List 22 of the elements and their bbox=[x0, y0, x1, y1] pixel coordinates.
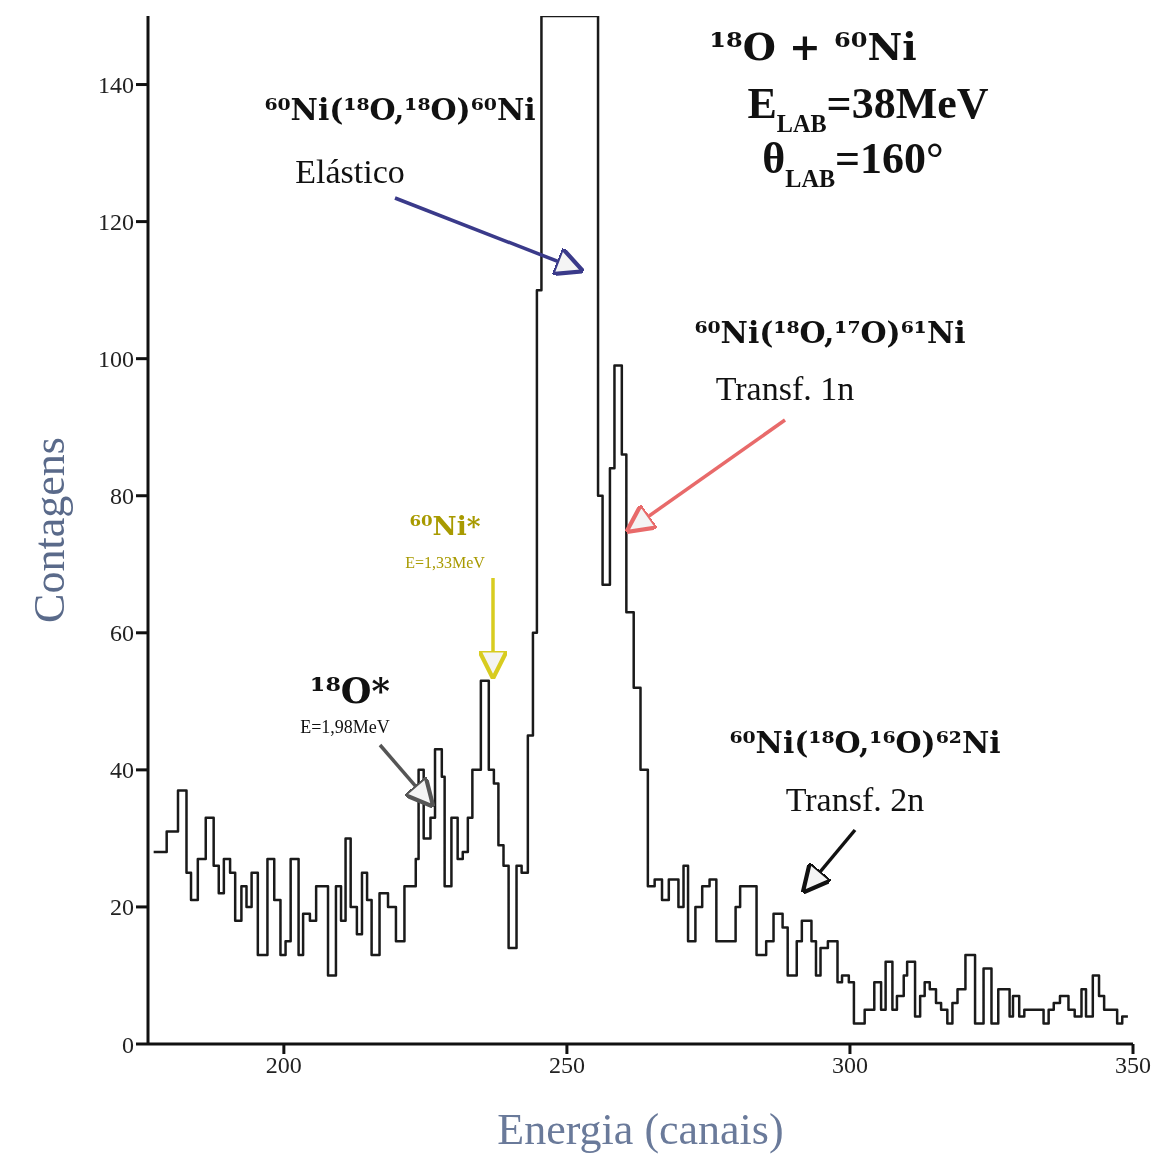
y-axis-title: Contagens bbox=[24, 437, 74, 623]
annotation: ⁶⁰Ni(¹⁸O,¹⁶O)⁶²Ni Transf. 2n bbox=[729, 725, 1001, 818]
y-tick-label: 100 bbox=[98, 346, 134, 373]
y-tick-label: 20 bbox=[110, 894, 134, 921]
y-tick-label: 0 bbox=[122, 1031, 134, 1058]
x-tick-label: 350 bbox=[1115, 1052, 1151, 1079]
annotation: ¹⁸O* E=1,98MeV bbox=[300, 670, 390, 737]
annotation: ¹⁸O + ⁶⁰Ni bbox=[709, 24, 917, 69]
x-tick-label: 300 bbox=[831, 1052, 868, 1079]
x-tick-label: 200 bbox=[265, 1052, 302, 1079]
y-tick-label: 120 bbox=[98, 209, 134, 236]
y-tick-label: 60 bbox=[110, 620, 134, 647]
annotation: E$_{LAB}$=38MeV bbox=[747, 79, 989, 137]
y-tick-label: 140 bbox=[98, 72, 134, 99]
annotation: ⁶⁰Ni(¹⁸O,¹⁷O)⁶¹Ni Transf. 1n bbox=[694, 315, 966, 407]
annotation: θ$_{LAB}$=160° bbox=[762, 134, 944, 192]
annotation: ⁶⁰Ni(¹⁸O,¹⁸O)⁶⁰Ni Elástico bbox=[264, 92, 536, 190]
x-axis-title: Energia (canais) bbox=[497, 1105, 784, 1154]
annotation: ⁶⁰Ni* E=1,33MeV bbox=[405, 510, 486, 571]
y-tick-label: 80 bbox=[110, 483, 134, 510]
x-tick-label: 250 bbox=[548, 1052, 585, 1079]
y-tick-label: 40 bbox=[110, 757, 134, 784]
